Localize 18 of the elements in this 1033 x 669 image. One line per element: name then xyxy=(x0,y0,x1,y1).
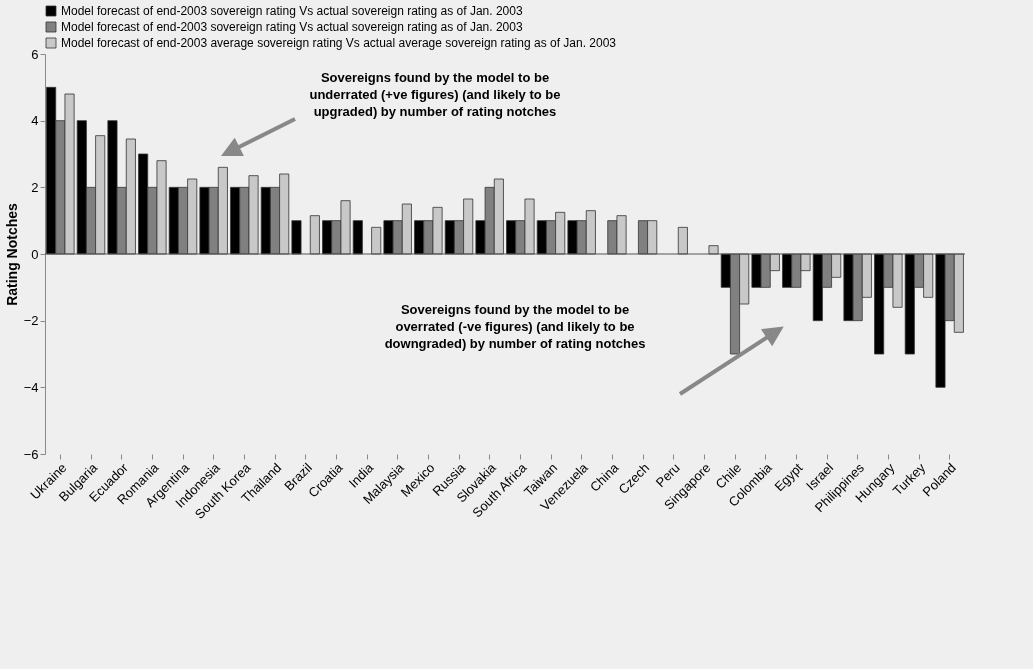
y-tick-label: −2 xyxy=(23,313,39,329)
legend-label: Model forecast of end-2003 average sovereign rating Vs actual average sovereign rating as of Jan. 2003 xyxy=(61,36,617,50)
y-tick-label: 6 xyxy=(31,46,39,62)
bar xyxy=(291,220,302,255)
bar xyxy=(677,226,688,255)
bar xyxy=(352,220,363,255)
y-tick-label: 4 xyxy=(31,113,39,129)
annotation: Sovereigns found by the model to be underrated (+ve figures) (and likely to be upgraded) by number of rating notches xyxy=(309,70,561,119)
legend-label: Model forecast of end-2003 sovereign rating Vs actual sovereign rating as of Jan. 2003 xyxy=(61,20,523,34)
y-tick-label: −4 xyxy=(23,379,39,395)
legend-label: Model forecast of end-2003 sovereign rating Vs actual sovereign rating as of Jan. 2003 xyxy=(61,4,523,18)
bar xyxy=(309,215,320,255)
y-axis-title: Rating Notches xyxy=(3,202,20,306)
bar xyxy=(371,226,382,255)
y-tick-label: 2 xyxy=(31,179,39,195)
y-tick-label: 0 xyxy=(31,246,39,262)
annotation: Sovereigns found by the model to be overrated (-ve figures) (and likely to be downgraded) by number of rating notches xyxy=(384,302,646,351)
y-tick-label: −6 xyxy=(23,446,39,462)
